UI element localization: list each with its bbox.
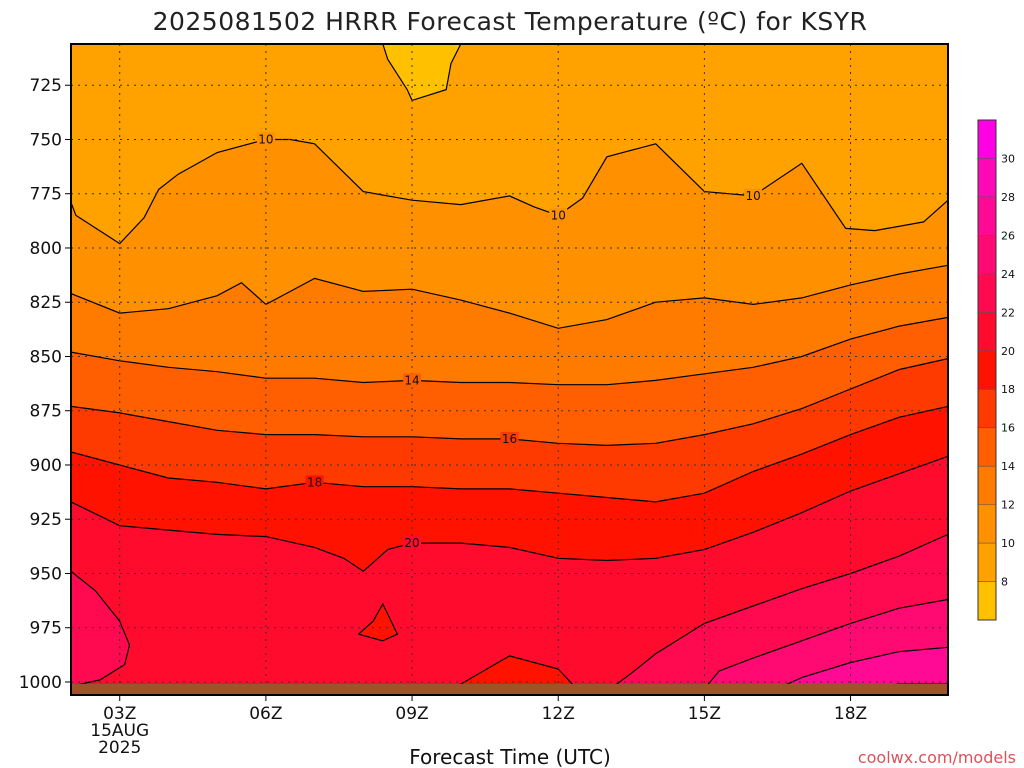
x-tick-label: 18Z (834, 704, 867, 724)
y-tick-label: 900 (30, 456, 62, 476)
isotherm-18 (71, 405, 948, 503)
colorbar-swatch (978, 312, 996, 352)
colorbar-swatch (978, 350, 996, 390)
isotherm-22 (601, 533, 948, 695)
colorbar-frame (977, 119, 997, 621)
y-tick-label: 750 (30, 130, 62, 150)
isotherm-label: 10 (551, 208, 566, 222)
colorbar-swatch (978, 466, 996, 506)
site-credit: coolwx.com/models (858, 748, 1016, 767)
colorbar-label: 26 (1001, 229, 1015, 242)
isotherm-26 (762, 646, 948, 695)
isotherm-24 (699, 598, 948, 695)
isotherm-22 (358, 602, 399, 642)
y-tick-label: 950 (30, 564, 62, 584)
isotherm-10 (71, 138, 948, 245)
colorbar-label: 28 (1001, 191, 1015, 204)
isotherm-label: 10 (745, 189, 760, 203)
isotherm-label-bg (403, 373, 422, 388)
isotherm-label-bg (500, 431, 519, 446)
y-tick-label: 925 (30, 510, 62, 530)
colorbar-swatch (978, 120, 996, 159)
isotherm-labels: 10 10 10 14 16 18 20 (256, 132, 763, 551)
isotherm-label: 20 (404, 536, 419, 550)
colorbar-label: 8 (1001, 576, 1008, 589)
isotherm-22 (71, 570, 131, 687)
y-tick-label: 800 (30, 239, 62, 259)
isotherm-label: 10 (258, 132, 273, 146)
x-tick-date: 15AUG (90, 721, 149, 741)
x-axis-label: Forecast Time (UTC) (409, 745, 611, 768)
colorbar-label: 20 (1001, 345, 1015, 358)
plot-area: 10 10 10 14 16 18 20 (71, 44, 948, 695)
colorbar-label: 24 (1001, 268, 1015, 281)
x-tick-label: 09Z (395, 704, 428, 724)
y-tick-label: 875 (30, 402, 62, 422)
chart-title: 2025081502 HRRR Forecast Temperature (ºC… (153, 7, 868, 36)
ground-strip (71, 684, 948, 695)
x-tick-label: 12Z (542, 704, 575, 724)
colorbar-label: 30 (1001, 152, 1015, 165)
isotherm-label-bg (549, 208, 568, 223)
colorbar-label: 16 (1001, 422, 1015, 435)
isotherm-14 (71, 316, 948, 386)
y-tick-label: 725 (30, 76, 62, 96)
y-tick-label: 825 (30, 293, 62, 313)
fill-region-22 (358, 603, 398, 641)
x-tick-year: 2025 (98, 738, 141, 758)
isotherm-label-bg (744, 188, 763, 203)
isotherm-12 (71, 264, 948, 329)
colorbar-label: 12 (1001, 499, 1015, 512)
colorbar-swatch (978, 196, 996, 236)
colorbar-swatch (978, 158, 996, 198)
y-tick-label: 1000 (19, 673, 62, 693)
fill-region-26 (762, 647, 948, 695)
isotherm-label-bg (256, 132, 275, 147)
colorbar: 8 10 12 14 16 18 20 22 24 26 28 30 (977, 119, 1015, 621)
ground-surface (71, 684, 948, 695)
isotherm-label: 16 (502, 432, 517, 446)
y-tick-label: 775 (30, 185, 62, 205)
fill-region-8 (382, 44, 461, 101)
x-tick-label: 03Z (103, 704, 136, 724)
pressure-axis: 725 750 775 800 825 850 875 900 925 950 975 1000 (19, 76, 71, 693)
colorbar-label: 10 (1001, 537, 1015, 550)
colorbar-swatch (978, 504, 996, 544)
fill-region-22 (71, 571, 130, 687)
temperature-fills (71, 44, 948, 695)
colorbar-swatch (978, 235, 996, 275)
isotherm-label-bg (403, 536, 422, 551)
colorbar-swatch (978, 273, 996, 313)
x-tick-label: 06Z (249, 704, 282, 724)
plot-frame (70, 43, 949, 696)
colorbar-swatch (978, 581, 996, 621)
isotherm-label: 18 (307, 475, 322, 489)
isotherm-label: 14 (404, 373, 419, 387)
isotherm-label-bg (305, 475, 324, 490)
colorbar-swatch (978, 389, 996, 429)
y-tick-label: 850 (30, 347, 62, 367)
y-tick-label: 975 (30, 619, 62, 639)
colorbar-swatch (978, 543, 996, 583)
colorbar-label: 14 (1001, 460, 1015, 473)
colorbar-swatch (978, 427, 996, 467)
x-tick-label: 15Z (688, 704, 721, 724)
colorbar-label: 18 (1001, 383, 1015, 396)
colorbar-label: 22 (1001, 306, 1015, 319)
